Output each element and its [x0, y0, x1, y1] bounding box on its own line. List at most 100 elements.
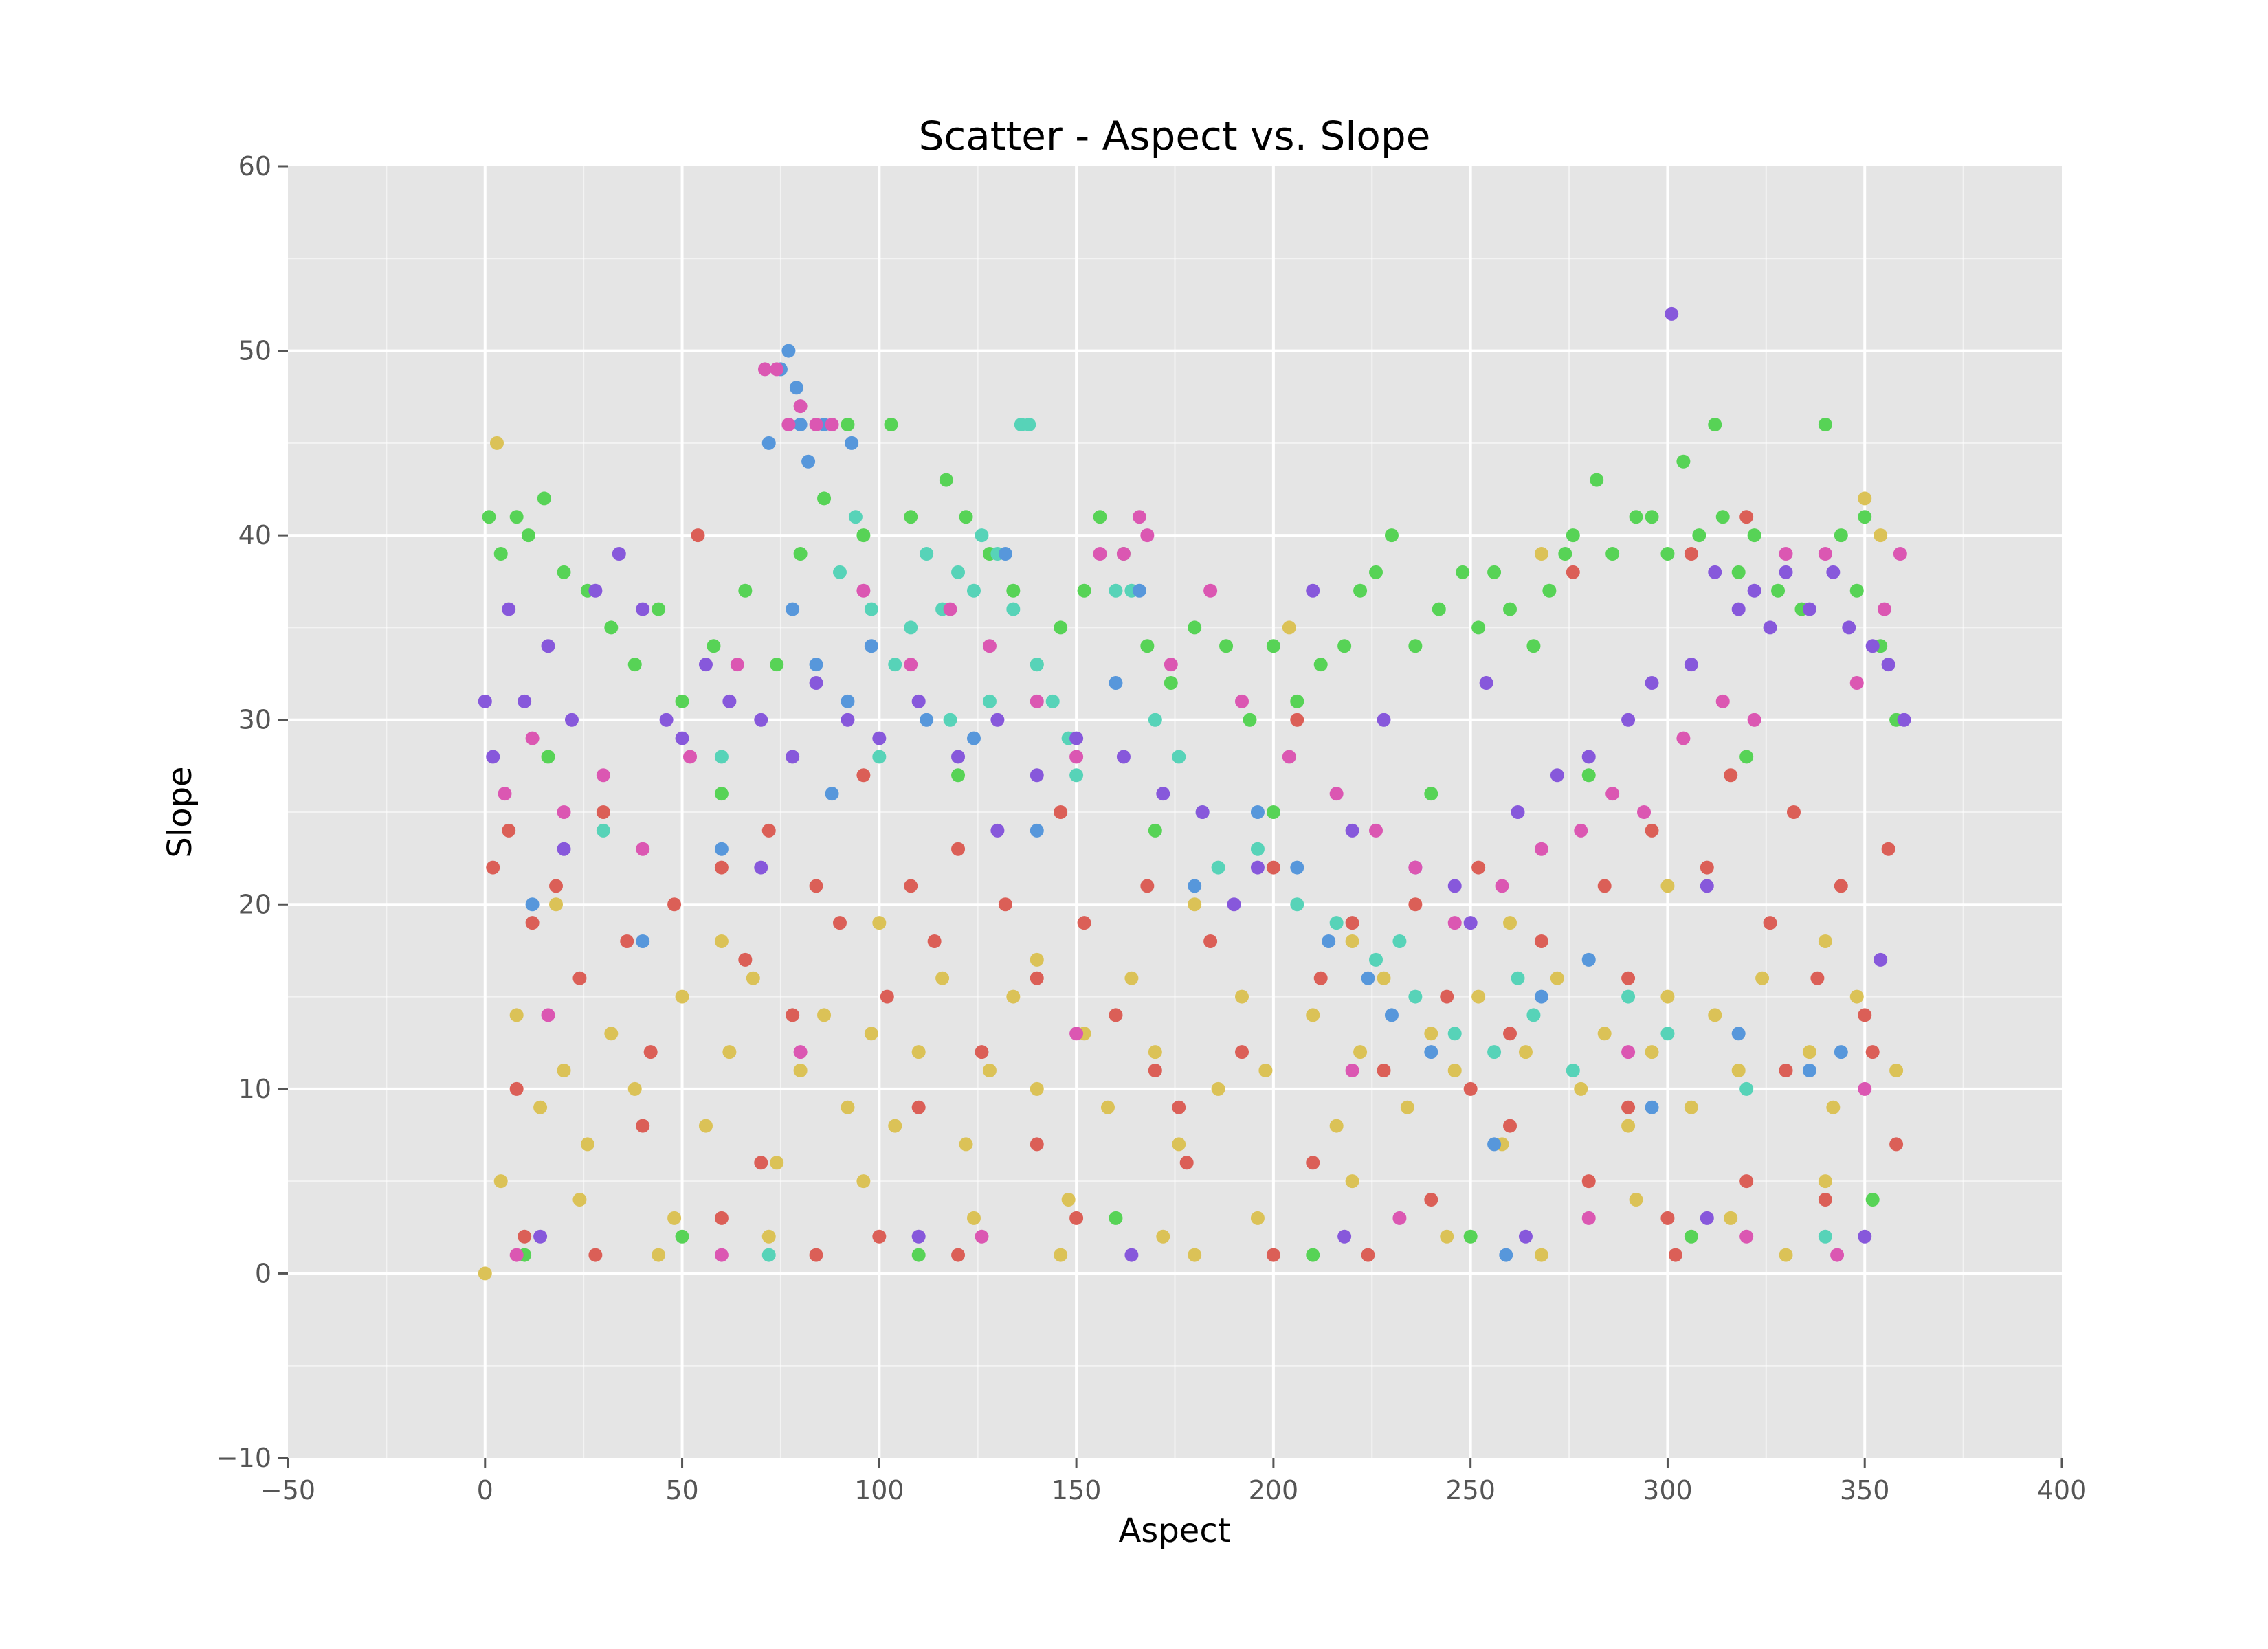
scatter-point	[1526, 1008, 1541, 1022]
scatter-point	[951, 750, 966, 764]
scatter-point	[911, 694, 926, 708]
scatter-point	[1140, 528, 1155, 543]
scatter-point	[927, 934, 942, 948]
scatter-point	[1558, 547, 1572, 561]
scatter-point	[880, 989, 894, 1004]
series-4	[596, 418, 1832, 1262]
x-tick-label: 150	[1052, 1475, 1102, 1505]
scatter-point	[832, 916, 847, 930]
scatter-point	[518, 1229, 532, 1244]
scatter-point	[722, 1045, 737, 1059]
scatter-point	[1116, 750, 1131, 764]
scatter-point	[1030, 823, 1044, 838]
scatter-point	[864, 639, 878, 653]
scatter-point	[982, 1064, 997, 1077]
scatter-point	[1447, 879, 1462, 893]
scatter-point	[1802, 602, 1816, 616]
scatter-point	[1440, 989, 1454, 1004]
scatter-point	[714, 1211, 729, 1225]
scatter-point	[1306, 1248, 1320, 1262]
chart-title: Scatter - Aspect vs. Slope	[919, 113, 1431, 159]
scatter-point	[943, 602, 957, 616]
scatter-point	[1384, 1008, 1399, 1022]
scatter-point	[1006, 989, 1021, 1004]
scatter-point	[817, 1008, 832, 1022]
y-tick-label: 30	[238, 705, 271, 735]
scatter-point	[1893, 547, 1907, 561]
scatter-point	[1621, 971, 1636, 985]
scatter-point	[1392, 934, 1407, 948]
scatter-point	[1188, 897, 1202, 912]
data-points	[478, 306, 1911, 1281]
scatter-point	[1377, 971, 1391, 985]
scatter-point	[1030, 1081, 1044, 1096]
scatter-point	[998, 547, 1012, 561]
scatter-point	[675, 731, 689, 745]
x-tick-label: 300	[1643, 1475, 1693, 1505]
scatter-point	[509, 1248, 524, 1262]
scatter-point	[1676, 454, 1691, 469]
scatter-point	[1629, 510, 1643, 524]
scatter-point	[1700, 879, 1714, 893]
scatter-point	[786, 602, 800, 616]
scatter-point	[1526, 639, 1541, 653]
scatter-point	[1779, 1064, 1793, 1077]
scatter-point	[1203, 934, 1218, 948]
scatter-point	[557, 1064, 571, 1077]
scatter-point	[478, 694, 492, 708]
scatter-point	[1424, 1045, 1438, 1059]
scatter-point	[1826, 565, 1841, 579]
scatter-point	[959, 510, 973, 524]
scatter-point	[1511, 971, 1525, 985]
scatter-point	[643, 1045, 658, 1059]
scatter-point	[1645, 676, 1659, 690]
scatter-point	[533, 1229, 548, 1244]
scatter-point	[1858, 510, 1872, 524]
scatter-point	[1243, 713, 1257, 727]
scatter-point	[1054, 620, 1068, 635]
scatter-point	[1818, 1193, 1832, 1207]
scatter-point	[1132, 583, 1146, 598]
scatter-point	[1621, 1119, 1636, 1133]
scatter-point	[1708, 418, 1722, 431]
scatter-point	[525, 916, 540, 930]
scatter-point	[541, 1008, 555, 1022]
scatter-point	[1487, 1045, 1502, 1059]
scatter-point	[493, 547, 508, 561]
scatter-point	[1266, 1248, 1280, 1262]
scatter-point	[549, 897, 564, 912]
scatter-point	[1258, 1064, 1273, 1077]
scatter-point	[1597, 1027, 1612, 1041]
scatter-point	[1731, 1064, 1746, 1077]
scatter-point	[1858, 1008, 1872, 1022]
scatter-point	[1290, 860, 1304, 875]
scatter-point	[793, 547, 808, 561]
scatter-point	[541, 750, 555, 764]
scatter-point	[1834, 1045, 1848, 1059]
scatter-point	[754, 713, 768, 727]
scatter-point	[1739, 750, 1754, 764]
y-tick-label: 10	[238, 1074, 271, 1104]
scatter-point	[714, 787, 729, 801]
scatter-point	[1290, 713, 1304, 727]
scatter-point	[911, 1045, 926, 1059]
scatter-point	[1227, 897, 1241, 912]
scatter-point	[809, 879, 823, 893]
scatter-point	[1534, 1248, 1548, 1262]
scatter-point	[770, 362, 784, 377]
scatter-point	[1345, 934, 1359, 948]
scatter-point	[904, 658, 918, 672]
scatter-point	[872, 1229, 887, 1244]
scatter-point	[1219, 639, 1234, 653]
scatter-point	[537, 491, 551, 506]
scatter-point	[1503, 602, 1517, 616]
scatter-point	[1731, 602, 1746, 616]
scatter-point	[1172, 750, 1186, 764]
scatter-point	[636, 934, 650, 948]
x-axis-label: Aspect	[1118, 1512, 1230, 1550]
scatter-point	[1874, 952, 1888, 967]
scatter-point	[1715, 510, 1730, 524]
scatter-point	[975, 1229, 989, 1244]
scatter-point	[549, 879, 564, 893]
